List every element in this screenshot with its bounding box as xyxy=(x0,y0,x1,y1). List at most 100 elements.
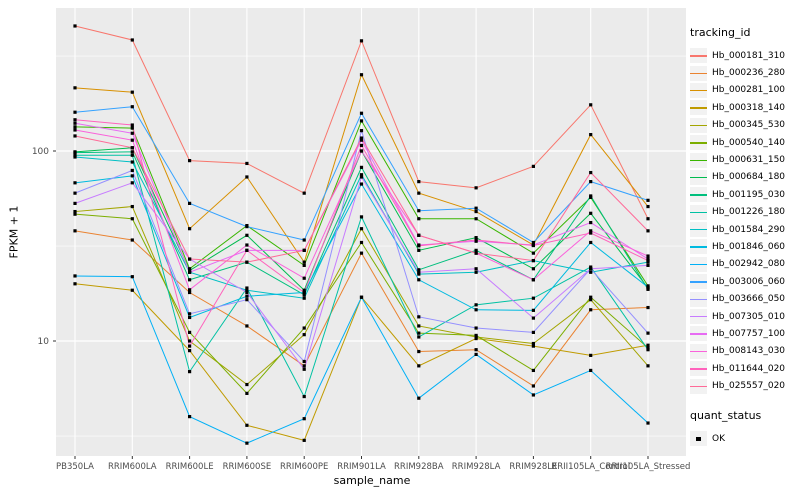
legend-item-label: Hb_000345_530 xyxy=(712,120,786,131)
x-tick-label: RRIM928LE xyxy=(509,462,557,472)
data-point xyxy=(417,278,421,282)
data-point xyxy=(474,186,478,190)
data-point xyxy=(130,204,134,209)
data-point xyxy=(646,263,650,267)
data-point xyxy=(646,287,650,291)
data-point xyxy=(73,181,77,185)
data-point xyxy=(589,180,593,184)
x-tick-label: RRII105LA_Control xyxy=(551,462,630,472)
y-tick-label: 100 xyxy=(32,147,49,157)
data-point xyxy=(589,368,593,373)
data-point xyxy=(474,326,478,330)
data-point xyxy=(245,243,249,247)
data-point xyxy=(245,423,249,427)
legend-item-label: OK xyxy=(712,433,725,444)
data-point xyxy=(302,288,306,292)
data-point xyxy=(646,285,650,289)
data-point xyxy=(245,161,249,166)
legend-item: Hb_001584_290 xyxy=(690,221,800,238)
legend-key-icon xyxy=(690,274,707,290)
legend-title-tracking-id: tracking_id xyxy=(690,26,751,39)
legend-key-icon xyxy=(690,378,707,394)
data-point xyxy=(474,209,478,214)
data-point xyxy=(130,168,134,173)
data-point xyxy=(589,298,593,302)
legend-item: Hb_003666_050 xyxy=(690,290,800,307)
data-point xyxy=(646,364,650,368)
legend-item-label: Hb_025557_020 xyxy=(712,381,786,392)
data-point xyxy=(302,367,306,371)
data-point xyxy=(531,258,535,263)
data-point xyxy=(73,153,77,157)
data-point xyxy=(531,316,535,320)
legend-key-icon xyxy=(690,361,707,377)
legend-key-icon xyxy=(690,48,707,64)
data-point xyxy=(245,382,249,387)
data-point xyxy=(417,272,421,276)
data-point xyxy=(359,295,364,299)
legend-item: Hb_003006_060 xyxy=(690,273,800,290)
data-point xyxy=(245,248,249,252)
data-point xyxy=(245,324,249,328)
x-tick-label: RRIM600SE xyxy=(223,462,272,472)
data-point xyxy=(531,368,535,373)
legend-item-label: Hb_001195_030 xyxy=(712,189,786,200)
data-point xyxy=(130,131,134,135)
data-point xyxy=(245,286,249,290)
legend-key-icon xyxy=(690,152,707,168)
data-point xyxy=(474,217,478,221)
data-point xyxy=(417,270,421,274)
data-point xyxy=(417,180,421,184)
data-point xyxy=(359,136,364,140)
data-point xyxy=(130,153,134,157)
legend-item-label: Hb_001846_060 xyxy=(712,241,786,252)
data-point xyxy=(589,265,593,269)
data-point xyxy=(474,270,478,274)
data-point xyxy=(646,331,650,335)
legend-item: Hb_000281_100 xyxy=(690,82,800,99)
data-point xyxy=(73,24,77,28)
data-point xyxy=(302,438,306,442)
data-point xyxy=(359,182,364,186)
data-point xyxy=(302,293,306,297)
legend-item-label: Hb_000631_150 xyxy=(712,155,786,166)
data-point xyxy=(302,260,306,264)
legend-item-label: Hb_011644_020 xyxy=(712,363,786,374)
data-point xyxy=(73,125,77,129)
legend-item: Hb_007305_010 xyxy=(690,308,800,325)
data-point xyxy=(302,238,306,242)
x-tick-label: RRIM901LA xyxy=(337,462,386,472)
data-point xyxy=(474,251,478,255)
legend-item: Hb_000345_530 xyxy=(690,117,800,134)
x-tick-label: RRII105LA_Stressed xyxy=(606,462,691,472)
data-point xyxy=(302,364,306,368)
x-tick-label: RRIM600LA xyxy=(108,462,157,472)
data-point xyxy=(589,295,593,299)
data-point xyxy=(589,170,593,175)
data-point xyxy=(531,267,535,271)
data-point xyxy=(646,421,650,425)
data-point xyxy=(188,268,192,273)
legend-item-label: Hb_007305_010 xyxy=(712,311,786,322)
data-point xyxy=(188,288,192,292)
legend-item-label: Hb_000540_140 xyxy=(712,137,786,148)
data-point xyxy=(474,238,478,242)
legend-item-label: Hb_008143_030 xyxy=(712,346,786,357)
data-point xyxy=(417,217,421,221)
data-point xyxy=(188,201,192,205)
legend-item-label: Hb_001584_290 xyxy=(712,224,786,235)
legend-item: Hb_000181_310 xyxy=(690,47,800,64)
data-point xyxy=(130,181,134,185)
legend-item-label: Hb_002942_080 xyxy=(712,259,786,270)
data-point xyxy=(646,258,650,263)
data-point xyxy=(188,344,192,348)
data-point xyxy=(245,391,249,395)
x-tick-label: RRIM928LA xyxy=(452,462,501,472)
legend-item: Hb_002942_080 xyxy=(690,256,800,273)
legend-item: Hb_001195_030 xyxy=(690,186,800,203)
data-point xyxy=(130,150,134,154)
data-point xyxy=(130,38,134,42)
data-point xyxy=(188,290,192,295)
data-point xyxy=(302,417,306,421)
data-point xyxy=(73,282,77,286)
